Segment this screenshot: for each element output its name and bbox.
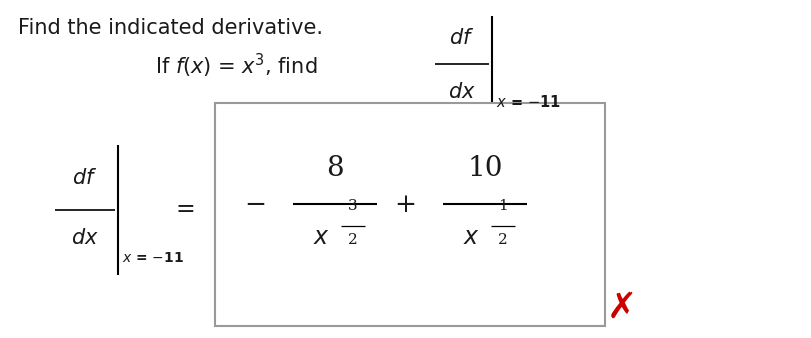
Text: $\mathit{df}$: $\mathit{df}$ — [72, 168, 97, 188]
Text: −: − — [243, 192, 266, 217]
Text: ✗: ✗ — [606, 291, 637, 325]
FancyBboxPatch shape — [215, 103, 604, 326]
Text: $\mathit{dx}$: $\mathit{dx}$ — [71, 227, 99, 247]
Text: $\mathit{x}$ = $-$11: $\mathit{x}$ = $-$11 — [122, 251, 183, 266]
Text: $\mathit{x}$ = $-$11: $\mathit{x}$ = $-$11 — [496, 94, 560, 110]
Text: =: = — [175, 197, 195, 221]
Text: +: + — [393, 192, 415, 217]
Text: 8: 8 — [326, 155, 343, 183]
Text: $\mathit{df}$: $\mathit{df}$ — [448, 28, 474, 48]
Text: $\mathit{dx}$: $\mathit{dx}$ — [448, 82, 475, 102]
Text: 2: 2 — [348, 233, 358, 246]
Text: 3: 3 — [348, 198, 358, 213]
Text: 10: 10 — [466, 155, 502, 183]
Text: Find the indicated derivative.: Find the indicated derivative. — [18, 18, 323, 38]
Text: If $\mathit{f}$($\mathit{x}$) = $\mathit{x}$$^3$, find: If $\mathit{f}$($\mathit{x}$) = $\mathit… — [155, 52, 317, 80]
Text: 1: 1 — [497, 198, 507, 213]
Text: $\mathit{x}$: $\mathit{x}$ — [462, 226, 478, 249]
Text: $\mathit{x}$: $\mathit{x}$ — [312, 226, 329, 249]
Text: 2: 2 — [497, 233, 507, 246]
